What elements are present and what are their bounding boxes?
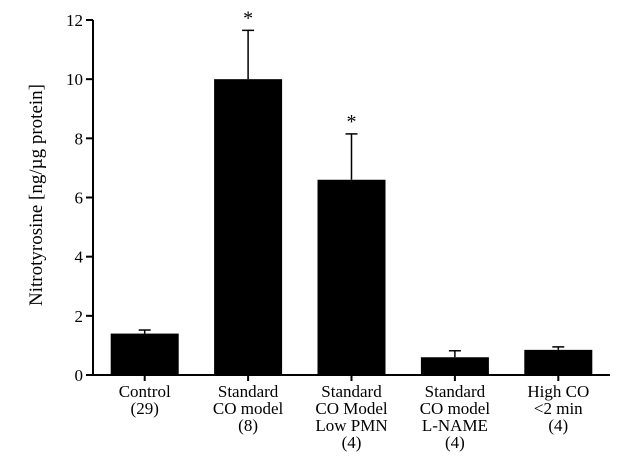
x-axis	[93, 374, 610, 381]
y-axis: 0 2 4 6 8 10 12	[66, 11, 94, 385]
significance-marker: *	[243, 7, 253, 29]
y-axis-label: Nitrotyrosine [ng/µg protein]	[26, 84, 47, 306]
y-tick-label: 4	[75, 248, 84, 267]
annotations: **	[243, 7, 356, 133]
x-tick-label: L-NAME	[422, 416, 488, 435]
x-tick-label: Standard	[425, 382, 486, 401]
x-tick-label: Control	[119, 382, 171, 401]
error-bars	[138, 29, 565, 358]
x-tick-label: (4)	[445, 433, 465, 452]
x-tick-label: CO model	[420, 399, 491, 418]
y-tick-label: 0	[75, 366, 84, 385]
x-tick-label: High CO	[527, 382, 589, 401]
y-tick-label: 2	[75, 307, 84, 326]
x-tick-label: Standard	[218, 382, 279, 401]
x-tick-label: Low PMN	[315, 416, 387, 435]
x-tick-label: (4)	[342, 433, 362, 452]
bar	[110, 333, 179, 375]
bars	[110, 79, 593, 376]
x-tick-label: (8)	[238, 416, 258, 435]
x-tick-label: (29)	[131, 399, 159, 418]
x-tick-label: CO Model	[315, 399, 388, 418]
x-tick-label: <2 min	[534, 399, 583, 418]
bar	[214, 79, 283, 376]
x-tick-label: CO model	[213, 399, 284, 418]
bar	[317, 179, 386, 375]
y-tick-label: 12	[66, 11, 83, 30]
y-tick-label: 6	[75, 189, 84, 208]
significance-marker: *	[347, 111, 357, 133]
x-tick-label: Standard	[321, 382, 382, 401]
y-tick-label: 8	[75, 129, 84, 148]
x-tick-label: (4)	[548, 416, 568, 435]
bar	[524, 349, 593, 375]
y-tick-label: 10	[66, 70, 83, 89]
bar	[420, 357, 489, 375]
